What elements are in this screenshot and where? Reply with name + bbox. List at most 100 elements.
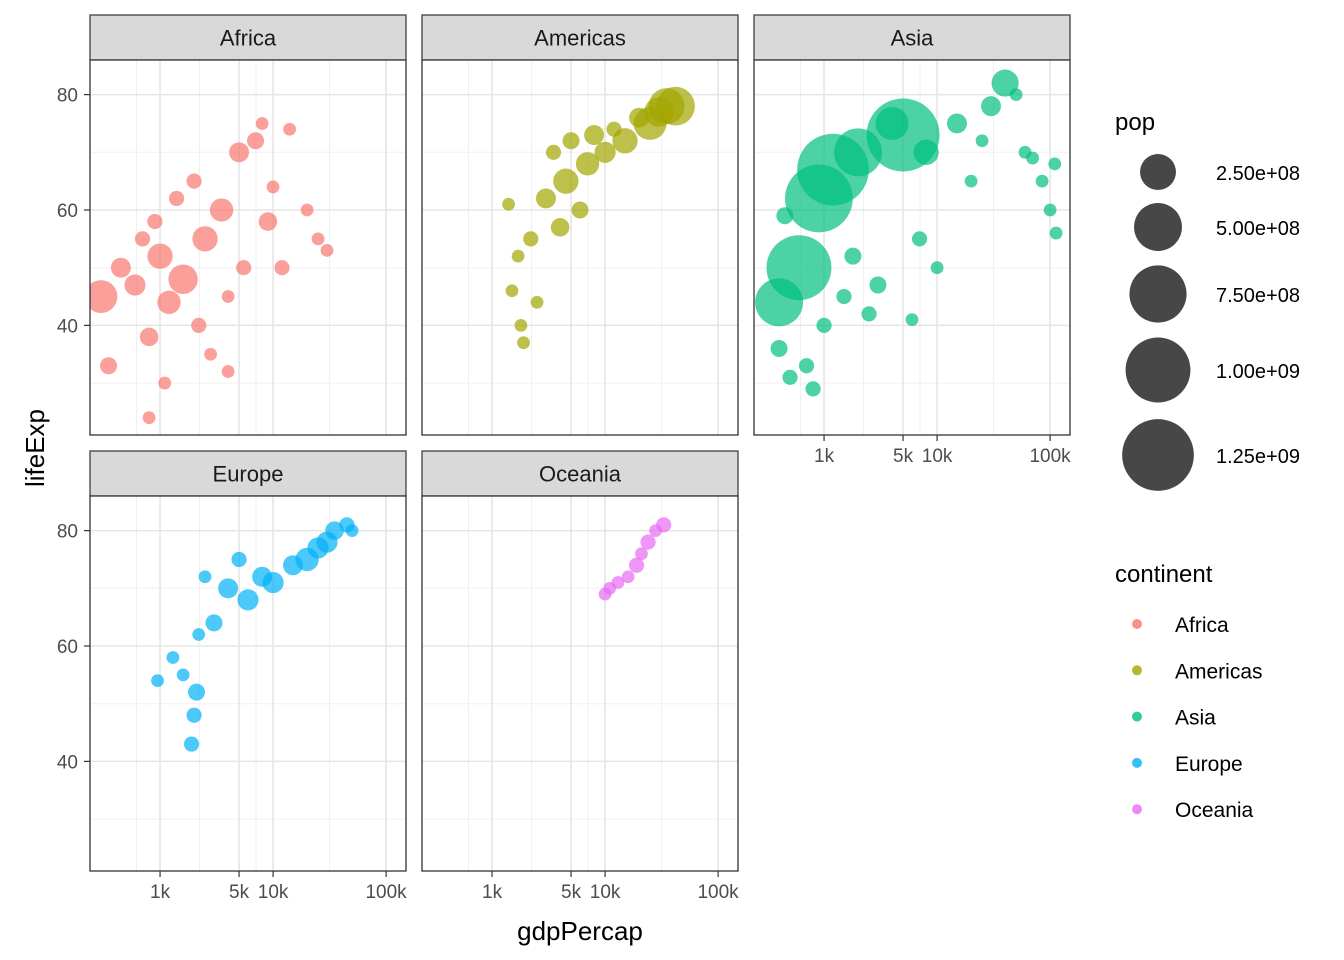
data-point bbox=[930, 261, 944, 275]
color-legend-label: Oceania bbox=[1175, 799, 1254, 822]
data-point bbox=[209, 198, 234, 222]
facet-strip bbox=[421, 450, 739, 497]
data-point bbox=[594, 141, 616, 163]
color-legend-key bbox=[1132, 619, 1142, 629]
facet-strip-label: Oceania bbox=[539, 462, 622, 487]
data-point bbox=[1043, 203, 1057, 217]
size-legend-key bbox=[1140, 154, 1176, 190]
facet-strip bbox=[89, 450, 407, 497]
data-point bbox=[511, 249, 525, 263]
gridlines bbox=[422, 496, 738, 871]
data-point bbox=[805, 381, 821, 397]
data-point bbox=[147, 243, 173, 269]
y-tick-label: 40 bbox=[57, 752, 78, 773]
x-tick-label: 5k bbox=[893, 446, 914, 467]
x-tick-label: 10k bbox=[590, 882, 621, 903]
data-point bbox=[628, 557, 645, 573]
data-point bbox=[204, 347, 217, 361]
y-axis-title: lifeExp bbox=[20, 409, 50, 487]
color-legend-key bbox=[1132, 665, 1142, 676]
data-point bbox=[192, 628, 206, 641]
data-point bbox=[913, 139, 939, 165]
y-axis: 40 60 80 bbox=[57, 86, 90, 337]
data-point bbox=[158, 376, 172, 390]
data-point bbox=[776, 207, 794, 225]
data-point bbox=[562, 132, 580, 150]
facet-strip-label: Asia bbox=[891, 26, 935, 51]
data-point bbox=[255, 117, 269, 130]
data-point bbox=[785, 164, 853, 233]
x-tick-label: 100k bbox=[697, 882, 739, 903]
data-point bbox=[536, 188, 556, 209]
data-point bbox=[816, 317, 832, 333]
data-point bbox=[187, 683, 205, 701]
data-point bbox=[1035, 174, 1049, 188]
data-point bbox=[1048, 157, 1062, 171]
data-point bbox=[274, 260, 290, 276]
data-point bbox=[981, 96, 1001, 117]
size-legend-key bbox=[1125, 337, 1191, 403]
data-point bbox=[166, 651, 180, 664]
data-point bbox=[869, 276, 887, 294]
data-point bbox=[770, 339, 788, 357]
color-legend-label: Americas bbox=[1175, 660, 1263, 683]
size-legend-label: 1.00e+09 bbox=[1216, 361, 1300, 383]
points bbox=[90, 117, 334, 425]
data-point bbox=[218, 578, 239, 599]
data-point bbox=[147, 213, 163, 230]
data-point bbox=[229, 142, 250, 163]
panel-border bbox=[421, 495, 739, 872]
color-legend-key bbox=[1132, 711, 1142, 722]
x-tick-label: 100k bbox=[365, 882, 407, 903]
data-point bbox=[124, 274, 146, 296]
points bbox=[151, 517, 359, 752]
color-legend-key bbox=[1132, 804, 1142, 815]
data-point bbox=[134, 231, 151, 247]
data-point bbox=[649, 524, 663, 538]
data-point bbox=[553, 168, 579, 194]
y-axis: 40 60 80 bbox=[57, 522, 90, 773]
data-point bbox=[191, 317, 207, 333]
data-point bbox=[621, 570, 635, 584]
panel-background bbox=[422, 496, 738, 871]
facet-strip-label: Americas bbox=[534, 26, 626, 51]
data-point bbox=[247, 132, 265, 150]
y-tick-label: 80 bbox=[57, 86, 78, 107]
data-point bbox=[861, 306, 877, 322]
data-point bbox=[345, 524, 359, 538]
data-point bbox=[635, 547, 648, 561]
color-legend: continent Africa Americas Asia Europe Oceani… bbox=[1115, 561, 1263, 822]
gridlines bbox=[422, 60, 738, 435]
data-point bbox=[875, 107, 909, 140]
data-point bbox=[844, 247, 862, 265]
x-tick-label: 5k bbox=[229, 882, 250, 903]
data-point bbox=[575, 152, 600, 176]
facet-americas: Americas bbox=[421, 14, 739, 436]
data-point bbox=[192, 226, 218, 252]
points bbox=[502, 86, 695, 350]
data-point bbox=[258, 212, 278, 231]
data-point bbox=[798, 358, 815, 374]
x-tick-label: 100k bbox=[1029, 446, 1071, 467]
color-legend-label: Africa bbox=[1175, 614, 1229, 637]
color-legend-key bbox=[1132, 757, 1142, 768]
data-point bbox=[836, 288, 852, 305]
facet-africa: Africa 40 60 80 bbox=[57, 14, 407, 436]
size-legend-label: 7.50e+08 bbox=[1216, 285, 1300, 307]
x-tick-label: 1k bbox=[814, 446, 835, 467]
data-point bbox=[198, 570, 212, 584]
data-point bbox=[176, 668, 190, 682]
facet-asia: Asia 1k 5k 10k 100k bbox=[753, 14, 1071, 467]
size-legend-title: pop bbox=[1115, 109, 1155, 136]
data-point bbox=[221, 290, 235, 303]
panel-border bbox=[421, 59, 739, 436]
data-point bbox=[236, 260, 252, 276]
data-point bbox=[186, 173, 202, 189]
x-tick-label: 10k bbox=[922, 446, 953, 467]
data-point bbox=[502, 197, 515, 211]
data-point bbox=[1049, 226, 1063, 240]
data-point bbox=[283, 122, 296, 136]
x-tick-label: 1k bbox=[150, 882, 171, 903]
data-point bbox=[514, 318, 528, 332]
panel-border bbox=[89, 59, 407, 436]
